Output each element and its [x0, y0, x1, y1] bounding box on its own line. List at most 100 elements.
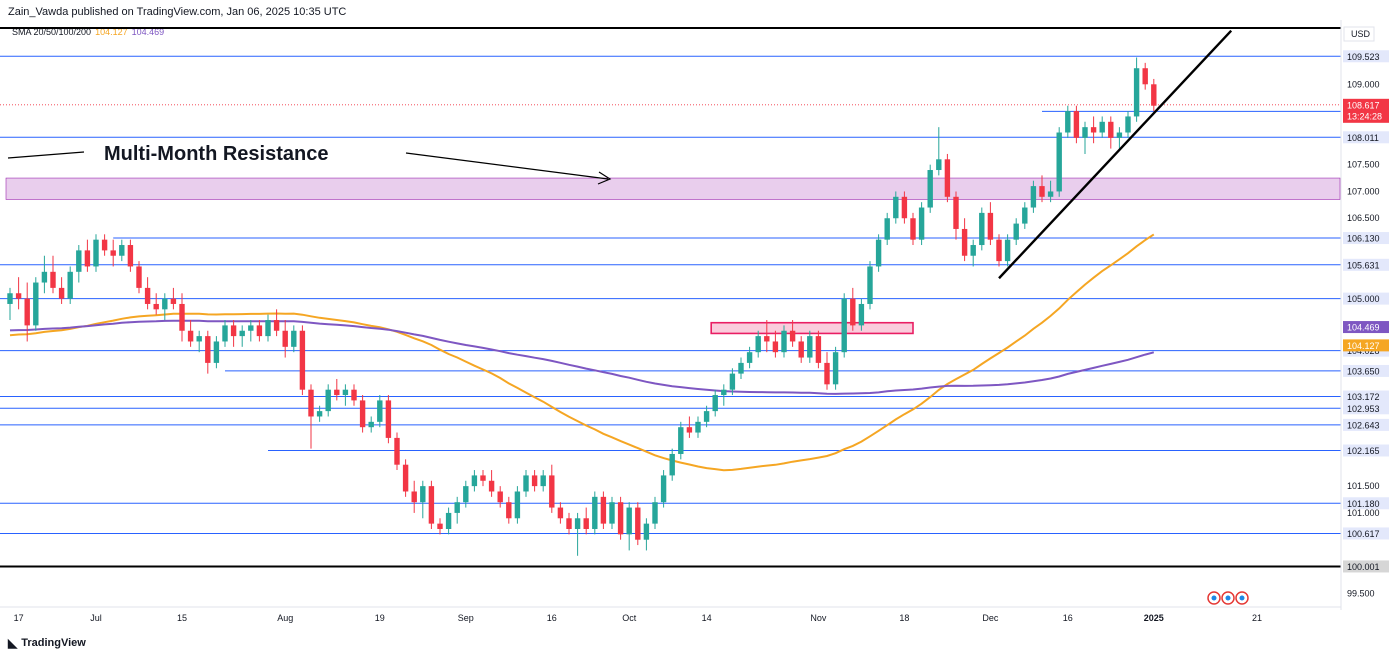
candle[interactable]	[531, 470, 538, 492]
candle[interactable]	[832, 346, 839, 390]
candle[interactable]	[454, 496, 460, 524]
candle[interactable]	[84, 239, 91, 272]
candle[interactable]	[325, 384, 331, 417]
candle[interactable]	[24, 282, 30, 342]
candle[interactable]	[50, 255, 56, 294]
candle[interactable]	[101, 234, 108, 256]
candle[interactable]	[127, 239, 134, 272]
candle[interactable]	[110, 239, 116, 267]
sma-legend[interactable]: SMA 20/50/100/200 104.127 104.469	[12, 27, 164, 37]
candle[interactable]	[273, 309, 280, 337]
candle[interactable]	[746, 346, 753, 369]
candle[interactable]	[961, 218, 968, 262]
candle[interactable]	[445, 507, 452, 535]
candle[interactable]	[351, 384, 357, 406]
candle[interactable]	[308, 384, 314, 449]
candle[interactable]	[918, 202, 925, 246]
candle[interactable]	[867, 261, 873, 310]
candle[interactable]	[781, 325, 787, 358]
candle[interactable]	[635, 502, 641, 546]
candle[interactable]	[936, 127, 942, 176]
candle[interactable]	[342, 384, 349, 406]
candle[interactable]	[471, 470, 478, 492]
candle[interactable]	[205, 330, 211, 374]
candle[interactable]	[239, 325, 245, 347]
candle[interactable]	[600, 491, 607, 529]
candle[interactable]	[944, 153, 951, 203]
candle[interactable]	[437, 518, 443, 535]
candle[interactable]	[755, 330, 761, 358]
candle[interactable]	[136, 261, 142, 294]
candle[interactable]	[394, 432, 400, 471]
candle[interactable]	[93, 234, 99, 272]
candle[interactable]	[1065, 105, 1071, 138]
candle[interactable]	[609, 496, 615, 529]
candle[interactable]	[523, 470, 529, 497]
candle[interactable]	[686, 416, 693, 438]
candle[interactable]	[798, 336, 804, 363]
candle[interactable]	[368, 416, 374, 433]
candle[interactable]	[970, 239, 976, 267]
candle[interactable]	[497, 486, 503, 508]
candle[interactable]	[884, 212, 890, 246]
ascending-trendline[interactable]	[998, 29, 1233, 280]
candle[interactable]	[1116, 127, 1123, 149]
candle[interactable]	[953, 191, 959, 240]
candle[interactable]	[1004, 234, 1011, 267]
candle[interactable]	[979, 207, 985, 251]
candle[interactable]	[377, 395, 383, 428]
candle[interactable]	[1073, 105, 1080, 144]
candle[interactable]	[549, 464, 555, 513]
candle[interactable]	[119, 239, 125, 262]
candle[interactable]	[643, 518, 650, 551]
candle[interactable]	[1108, 116, 1114, 149]
candle[interactable]	[480, 470, 486, 487]
candle[interactable]	[385, 395, 392, 444]
candle[interactable]	[566, 512, 572, 535]
candle[interactable]	[557, 502, 564, 524]
candle[interactable]	[1039, 175, 1045, 203]
candle[interactable]	[179, 293, 185, 342]
candle[interactable]	[669, 448, 675, 481]
tradingview-footer[interactable]: ◣ TradingView	[8, 636, 86, 650]
candle[interactable]	[540, 470, 546, 492]
candle[interactable]	[652, 496, 658, 529]
candle[interactable]	[428, 480, 435, 529]
candle[interactable]	[592, 491, 598, 535]
candle[interactable]	[660, 470, 667, 508]
candle[interactable]	[41, 255, 48, 294]
candle[interactable]	[583, 507, 589, 535]
candle[interactable]	[807, 330, 813, 363]
candle[interactable]	[987, 202, 994, 246]
candle[interactable]	[213, 336, 220, 369]
candle[interactable]	[7, 287, 13, 321]
candle[interactable]	[996, 234, 1002, 267]
candle[interactable]	[170, 287, 177, 310]
candle[interactable]	[248, 320, 254, 342]
candle[interactable]	[815, 330, 822, 369]
candle[interactable]	[334, 378, 340, 401]
candle[interactable]	[265, 314, 271, 342]
candle[interactable]	[893, 191, 899, 224]
candle[interactable]	[76, 245, 82, 283]
candle[interactable]	[153, 293, 159, 315]
candle[interactable]	[187, 320, 194, 347]
candle[interactable]	[1047, 180, 1054, 203]
candle[interactable]	[764, 320, 770, 353]
candle[interactable]	[1151, 78, 1157, 112]
candle[interactable]	[230, 320, 237, 347]
candle[interactable]	[256, 320, 263, 342]
candle[interactable]	[402, 459, 409, 497]
candle[interactable]	[1056, 127, 1062, 197]
candle[interactable]	[1090, 116, 1097, 144]
candle[interactable]	[1133, 57, 1140, 122]
candle[interactable]	[33, 277, 39, 331]
candle[interactable]	[789, 320, 796, 347]
candle[interactable]	[738, 357, 744, 379]
candle[interactable]	[875, 234, 882, 272]
candle[interactable]	[411, 480, 417, 513]
candle[interactable]	[1022, 202, 1028, 229]
candle[interactable]	[695, 416, 701, 438]
candle[interactable]	[617, 496, 624, 540]
candle[interactable]	[1099, 116, 1105, 138]
